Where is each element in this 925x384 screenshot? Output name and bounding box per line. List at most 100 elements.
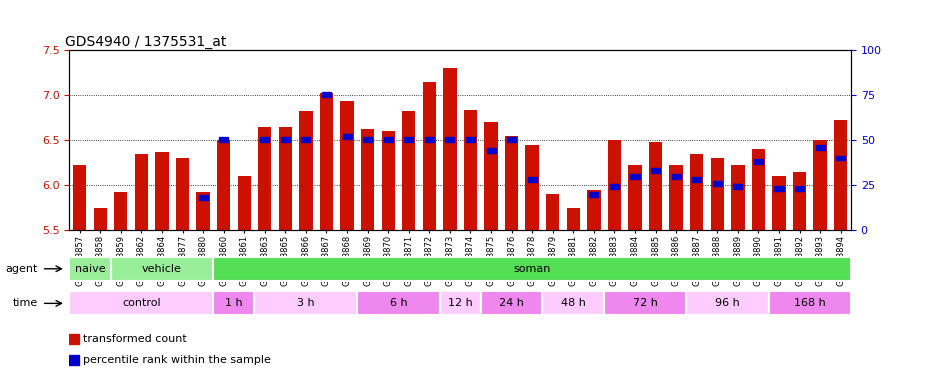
- Bar: [481, 291, 542, 316]
- Bar: [439, 291, 481, 316]
- Text: transformed count: transformed count: [83, 334, 187, 344]
- Bar: [542, 291, 604, 316]
- Bar: [322, 92, 331, 97]
- Bar: [752, 149, 765, 230]
- Bar: [686, 291, 769, 316]
- Bar: [690, 154, 703, 230]
- Bar: [135, 154, 148, 230]
- Bar: [670, 166, 683, 230]
- Text: control: control: [122, 298, 161, 308]
- Text: 24 h: 24 h: [500, 298, 524, 308]
- Bar: [361, 129, 375, 230]
- Bar: [299, 111, 313, 230]
- Text: soman: soman: [513, 264, 551, 274]
- Bar: [114, 192, 128, 230]
- Bar: [93, 208, 107, 230]
- Bar: [320, 93, 333, 230]
- Text: 48 h: 48 h: [561, 298, 586, 308]
- Bar: [692, 177, 701, 182]
- Bar: [155, 152, 168, 230]
- Bar: [214, 291, 254, 316]
- Bar: [69, 291, 214, 316]
- Bar: [774, 186, 783, 191]
- Bar: [443, 68, 457, 230]
- Text: percentile rank within the sample: percentile rank within the sample: [83, 355, 271, 365]
- Text: 96 h: 96 h: [715, 298, 740, 308]
- Bar: [342, 134, 352, 139]
- Bar: [834, 120, 847, 230]
- Bar: [527, 177, 536, 182]
- Bar: [567, 208, 580, 230]
- Text: agent: agent: [6, 264, 38, 274]
- Text: 6 h: 6 h: [389, 298, 407, 308]
- Text: 168 h: 168 h: [794, 298, 826, 308]
- Bar: [281, 137, 290, 142]
- Bar: [769, 291, 851, 316]
- Bar: [651, 168, 660, 173]
- Bar: [219, 137, 228, 142]
- Bar: [525, 145, 539, 230]
- Bar: [731, 166, 745, 230]
- Bar: [340, 101, 353, 230]
- Bar: [713, 181, 722, 186]
- Bar: [754, 159, 763, 164]
- Bar: [176, 158, 190, 230]
- Bar: [649, 142, 662, 230]
- Bar: [214, 257, 851, 281]
- Bar: [796, 186, 804, 191]
- Bar: [466, 137, 475, 142]
- Bar: [73, 166, 86, 230]
- Bar: [505, 136, 518, 230]
- Bar: [217, 140, 230, 230]
- Bar: [710, 158, 724, 230]
- Bar: [507, 137, 516, 142]
- Text: vehicle: vehicle: [142, 264, 182, 274]
- Bar: [672, 174, 681, 179]
- Text: 3 h: 3 h: [297, 298, 314, 308]
- Bar: [69, 257, 110, 281]
- Text: 72 h: 72 h: [633, 298, 658, 308]
- Bar: [404, 137, 413, 142]
- Bar: [260, 137, 269, 142]
- Bar: [734, 184, 743, 189]
- Bar: [364, 137, 372, 142]
- Bar: [793, 172, 807, 230]
- Bar: [608, 140, 622, 230]
- Text: 1 h: 1 h: [225, 298, 242, 308]
- Bar: [69, 355, 79, 365]
- Bar: [485, 122, 498, 230]
- Bar: [631, 174, 639, 179]
- Text: 12 h: 12 h: [448, 298, 473, 308]
- Bar: [589, 192, 598, 197]
- Bar: [546, 194, 560, 230]
- Bar: [610, 184, 619, 189]
- Text: GDS4940 / 1375531_at: GDS4940 / 1375531_at: [66, 35, 227, 49]
- Bar: [69, 334, 79, 344]
- Bar: [587, 190, 600, 230]
- Bar: [604, 291, 686, 316]
- Bar: [278, 127, 292, 230]
- Bar: [836, 156, 845, 161]
- Bar: [772, 176, 785, 230]
- Bar: [445, 137, 454, 142]
- Bar: [425, 137, 434, 142]
- Bar: [238, 176, 251, 230]
- Bar: [816, 145, 825, 150]
- Bar: [110, 257, 214, 281]
- Bar: [423, 81, 436, 230]
- Bar: [258, 127, 271, 230]
- Bar: [381, 131, 395, 230]
- Bar: [199, 195, 207, 200]
- Bar: [254, 291, 357, 316]
- Bar: [628, 166, 642, 230]
- Bar: [357, 291, 439, 316]
- Bar: [487, 148, 496, 153]
- Bar: [384, 137, 393, 142]
- Bar: [813, 140, 827, 230]
- Bar: [302, 137, 311, 142]
- Bar: [196, 192, 210, 230]
- Text: naive: naive: [75, 264, 105, 274]
- Text: time: time: [13, 298, 38, 308]
- Bar: [463, 110, 477, 230]
- Bar: [402, 111, 415, 230]
